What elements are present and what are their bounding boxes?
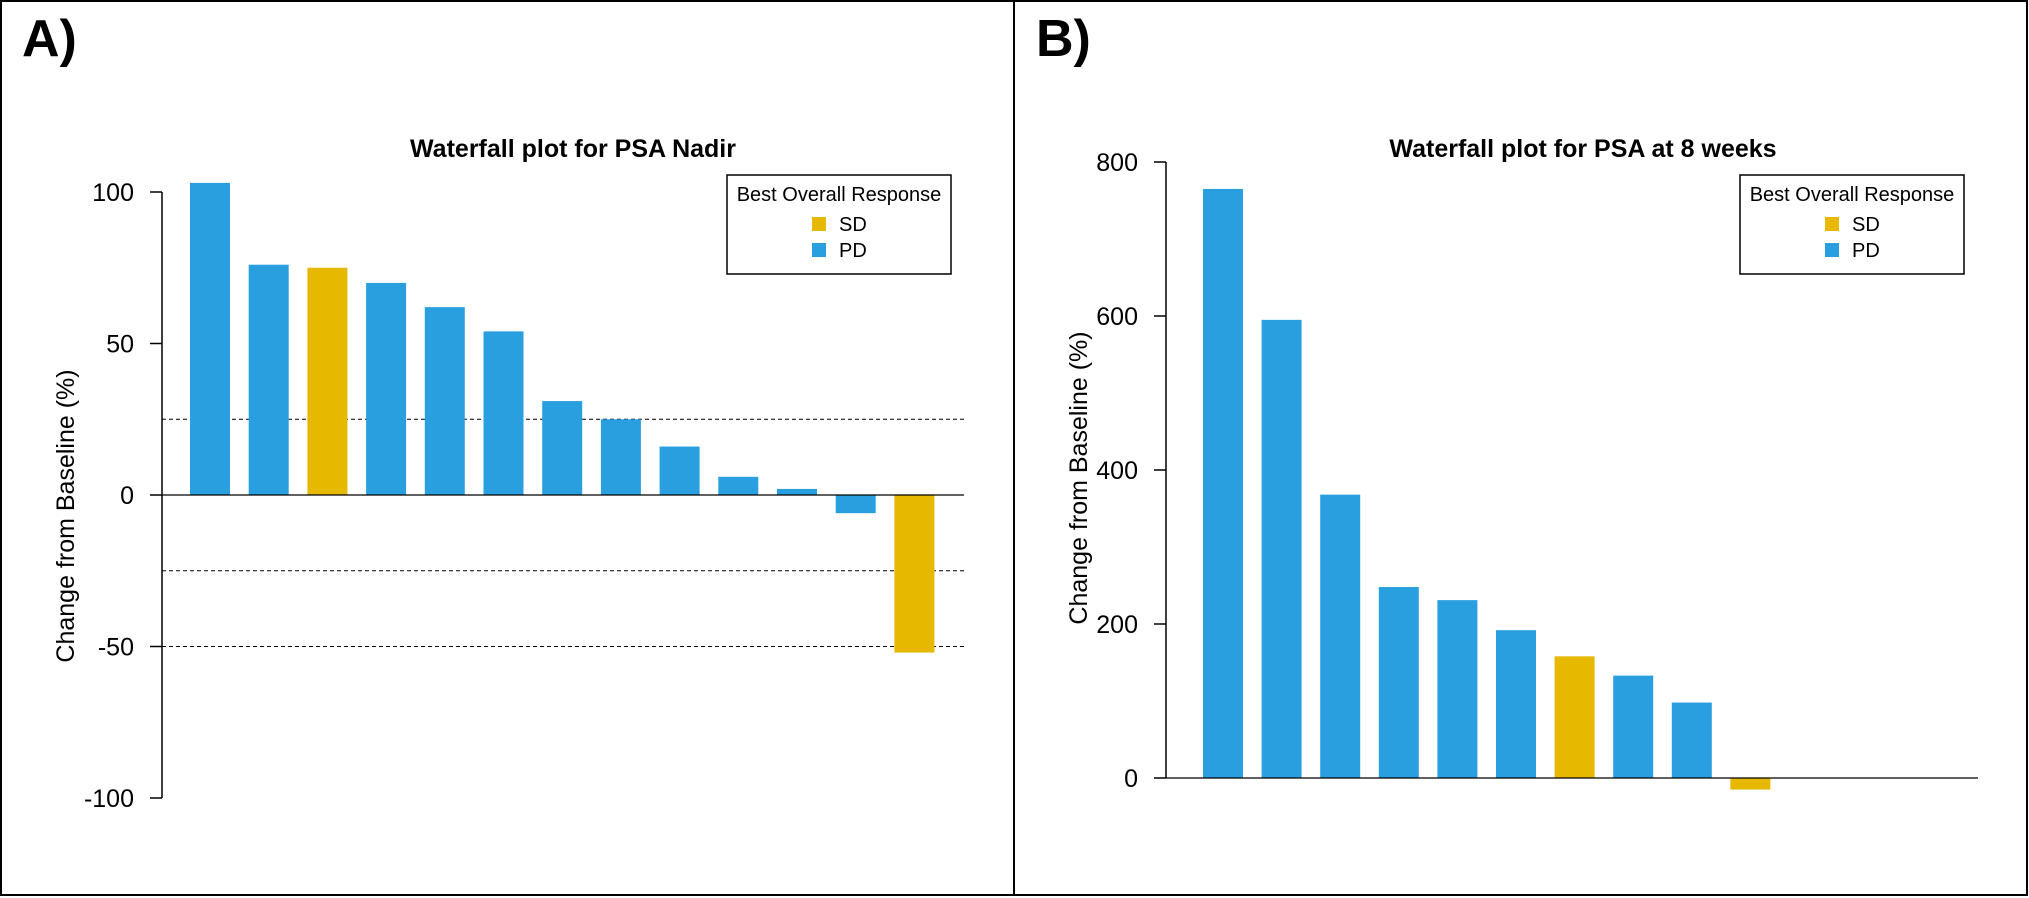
legend-label-pd: PD bbox=[1852, 240, 1880, 262]
bar bbox=[1261, 319, 1302, 778]
panel-b-border bbox=[1013, 0, 2028, 896]
panel-b: B) Waterfall plot for PSA at 8 weeks Cha… bbox=[1013, 0, 2028, 896]
bar bbox=[600, 419, 641, 495]
bar bbox=[1437, 600, 1478, 778]
bar bbox=[542, 401, 583, 495]
legend-title: Best Overall Response bbox=[737, 184, 942, 206]
chart-b-bars bbox=[1203, 188, 1771, 790]
bar bbox=[1730, 778, 1771, 790]
bar bbox=[777, 488, 817, 495]
chart-b-y-axis: 800 600 400 200 0 bbox=[1096, 149, 1978, 793]
y-tick-label: -100 bbox=[84, 785, 134, 813]
bar bbox=[1554, 656, 1595, 778]
y-tick-label: 800 bbox=[1096, 149, 1138, 177]
y-tick-label: 50 bbox=[106, 331, 134, 359]
bar bbox=[1671, 702, 1712, 778]
legend-label-sd: SD bbox=[1852, 214, 1880, 236]
y-tick-label: 200 bbox=[1096, 611, 1138, 639]
chart-b-legend: Best Overall Response SD PD bbox=[1739, 174, 1965, 275]
chart-a-y-axis: 100 50 0 -50 -100 bbox=[84, 179, 964, 813]
legend-swatch-sd bbox=[812, 217, 826, 231]
bar bbox=[1613, 675, 1654, 778]
panel-a-letter: A) bbox=[22, 10, 77, 68]
bar bbox=[483, 331, 524, 495]
bar bbox=[248, 264, 289, 495]
y-tick-label: 100 bbox=[92, 179, 134, 207]
legend-label-sd: SD bbox=[839, 214, 867, 236]
legend-label-pd: PD bbox=[839, 240, 867, 262]
chart-a-ylabel: Change from Baseline (%) bbox=[52, 369, 80, 662]
chart-a-bars bbox=[190, 182, 935, 653]
bar bbox=[1203, 188, 1243, 778]
y-tick-label: -50 bbox=[98, 634, 134, 662]
panel-b-letter: B) bbox=[1036, 10, 1091, 68]
bar bbox=[424, 307, 465, 495]
chart-b-ylabel: Change from Baseline (%) bbox=[1065, 331, 1093, 624]
y-tick-label: 400 bbox=[1096, 457, 1138, 485]
bar bbox=[659, 446, 700, 495]
bar bbox=[894, 495, 935, 653]
legend-swatch-sd bbox=[1825, 217, 1839, 231]
chart-a-legend: Best Overall Response SD PD bbox=[726, 174, 952, 275]
bar bbox=[307, 267, 348, 495]
legend-title: Best Overall Response bbox=[1750, 184, 1955, 206]
legend-box bbox=[1739, 174, 1965, 275]
bar bbox=[366, 282, 407, 495]
chart-a-title: Waterfall plot for PSA Nadir bbox=[410, 135, 736, 163]
bar bbox=[835, 495, 876, 514]
bar bbox=[190, 182, 230, 495]
legend-swatch-pd bbox=[1825, 243, 1839, 257]
panel-a: A) Waterfall plot for PSA Nadir Change f… bbox=[0, 0, 1015, 896]
bar bbox=[1320, 494, 1361, 778]
bar bbox=[718, 476, 759, 495]
chart-b-title: Waterfall plot for PSA at 8 weeks bbox=[1389, 135, 1776, 163]
bar bbox=[1496, 630, 1536, 778]
y-tick-label: 0 bbox=[120, 482, 134, 510]
bar bbox=[1378, 587, 1419, 778]
legend-box bbox=[726, 174, 952, 275]
legend-swatch-pd bbox=[812, 243, 826, 257]
y-tick-label: 600 bbox=[1096, 303, 1138, 331]
y-tick-label: 0 bbox=[1124, 765, 1138, 793]
